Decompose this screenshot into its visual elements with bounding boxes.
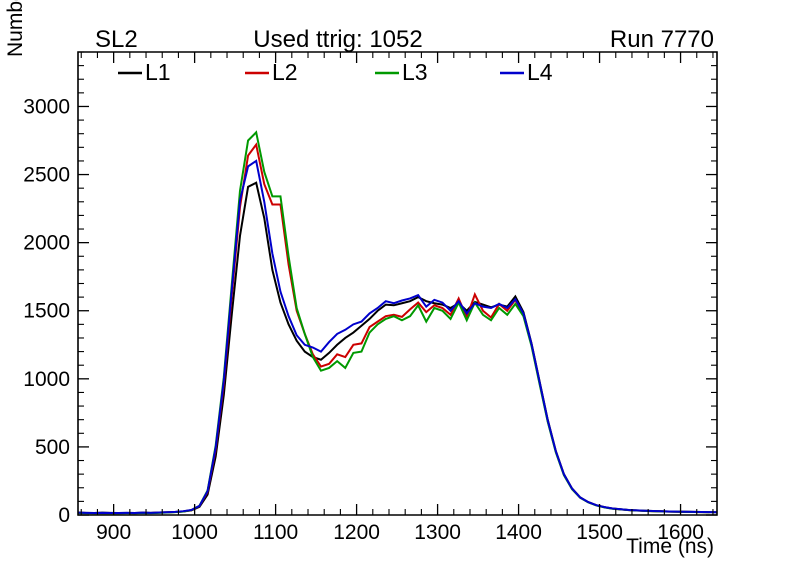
y-tick-label: 1000 [23,368,70,391]
legend: L1 L2 L3 L4 [118,59,553,85]
legend-label-l2: L2 [272,59,298,85]
run-number-label: Run 7770 [610,26,714,53]
x-tick-label: 1600 [657,521,704,544]
y-tick-label: 2000 [23,232,70,255]
ttrig-label: Used ttrig: 1052 [253,26,422,53]
legend-label-l3: L3 [402,59,428,85]
x-tick-label: 1400 [495,521,542,544]
x-tick-label: 1000 [171,521,218,544]
x-tick-label: 1300 [414,521,461,544]
plot-frame [77,51,718,516]
x-tick-label: 900 [96,521,131,544]
axes-layer [77,51,718,516]
legend-entry-l4: L4 [500,59,553,85]
x-tick-label: 1200 [333,521,380,544]
header-row: SL2 Used ttrig: 1052 Run 7770 [95,26,714,53]
x-tick-label: 1100 [253,521,298,544]
y-tick-label: 1500 [23,300,70,323]
y-axis-title: Number of digis [4,0,27,57]
series-line-l2 [77,142,710,515]
y-tick-label: 500 [35,436,70,459]
series-line-l4 [77,159,718,514]
legend-entry-l1: L1 [118,59,171,85]
legend-label-l1: L1 [145,59,171,85]
x-tick-label: 1500 [576,521,623,544]
legend-entry-l3: L3 [375,59,428,85]
superlayer-label: SL2 [95,26,138,53]
x-axis-title: Time (ns) [626,535,714,558]
series-line-l1 [77,181,718,514]
y-tick-label: 2500 [23,164,70,187]
legend-entry-l2: L2 [245,59,298,85]
y-tick-label: 0 [58,504,70,527]
y-tick-label: 3000 [23,95,70,118]
series-line-l3 [77,130,710,515]
series-layer [77,130,718,515]
legend-label-l4: L4 [527,59,553,85]
tick-label-layer: 900 1000 1100 1200 1300 1400 1500 1600 0 500 1000 1… [23,95,704,544]
